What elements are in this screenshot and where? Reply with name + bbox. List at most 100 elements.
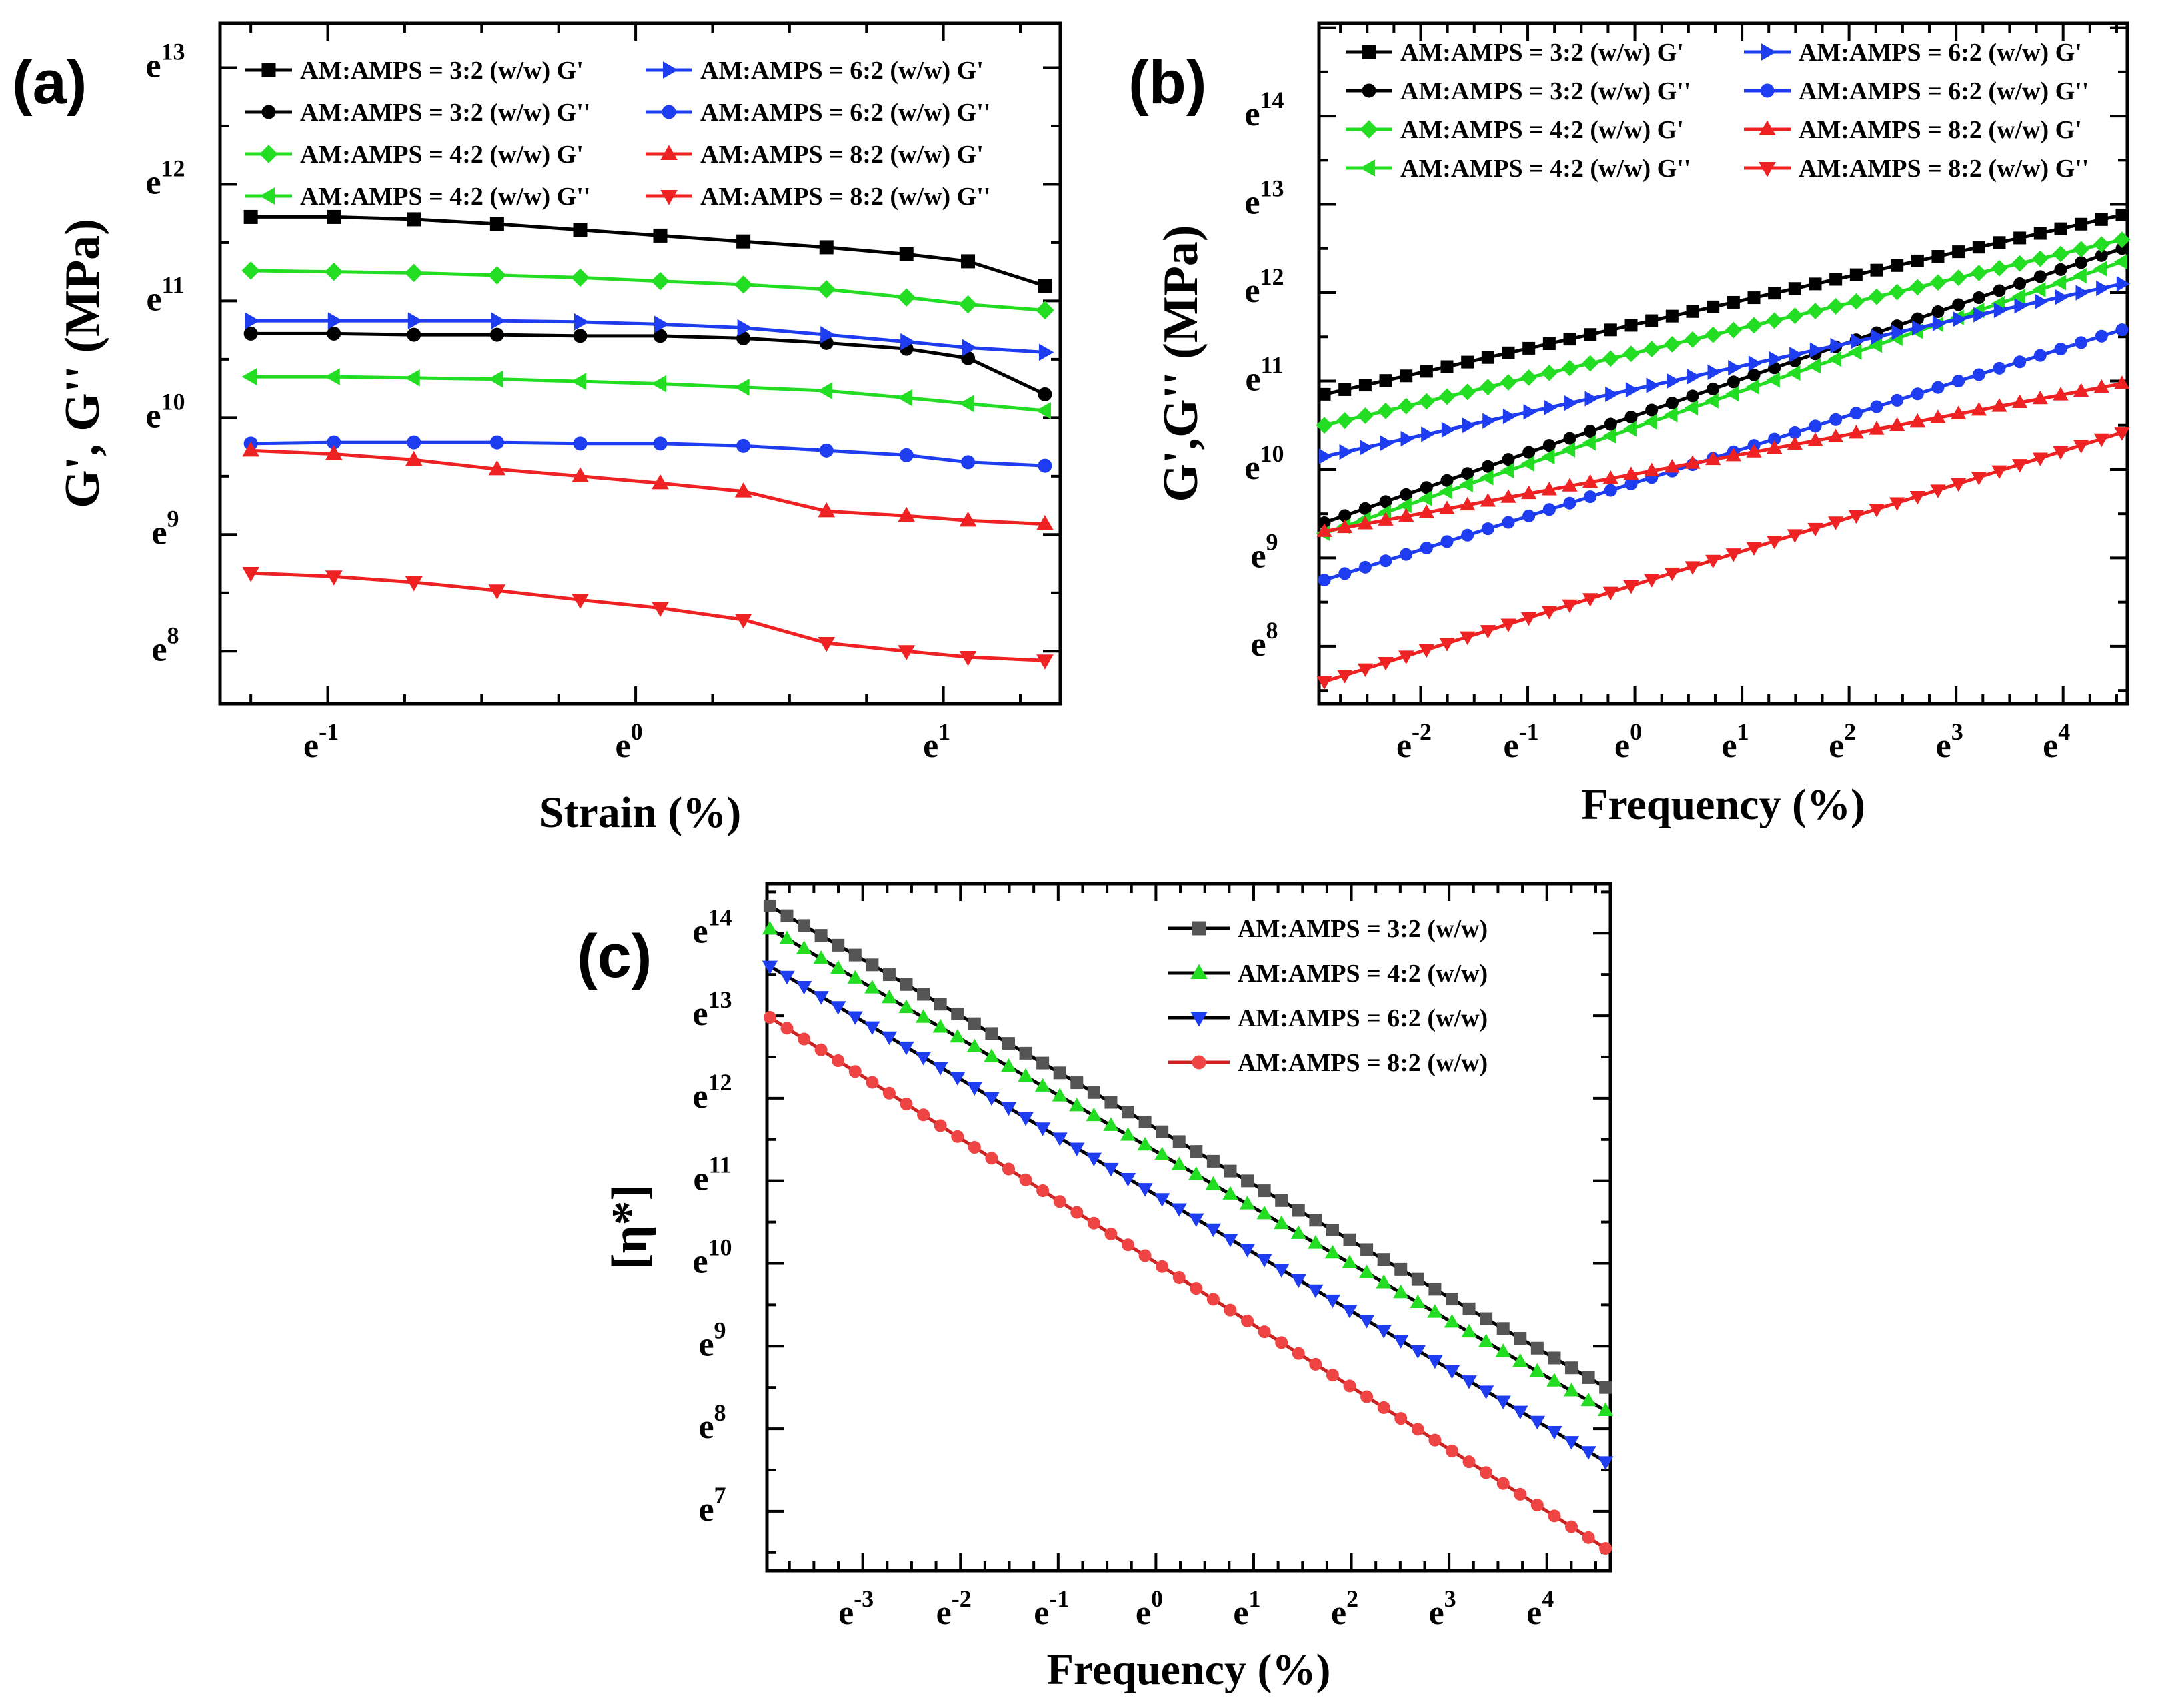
data-point <box>1342 1254 1358 1269</box>
data-point <box>241 261 260 280</box>
series-8 <box>1316 427 2130 690</box>
data-point <box>1645 314 1659 327</box>
data-point <box>1769 351 1783 367</box>
data-point <box>1438 484 1453 500</box>
data-point <box>1667 373 1681 389</box>
data-point <box>1326 1223 1339 1236</box>
data-point <box>2075 285 2089 301</box>
data-point <box>1053 1195 1066 1208</box>
y-tick-label: e12 <box>692 1069 732 1116</box>
x-tick-base: e <box>1331 1594 1346 1632</box>
data-point <box>1827 351 1841 367</box>
y-tick-base: e <box>1244 184 1260 222</box>
y-tick-exponent: 7 <box>714 1482 726 1509</box>
data-point <box>1357 516 1374 530</box>
data-point <box>1787 529 1803 543</box>
x-tick-exponent: 0 <box>1151 1585 1163 1612</box>
data-point <box>1441 421 1456 438</box>
data-point <box>1358 379 1372 392</box>
data-point <box>1275 1194 1288 1207</box>
data-point <box>1038 458 1052 473</box>
data-point <box>1122 1106 1135 1119</box>
data-point <box>1728 359 1742 376</box>
x-tick-exponent: -3 <box>854 1585 874 1612</box>
data-point <box>830 1001 846 1015</box>
data-point <box>1727 295 1740 309</box>
data-point <box>1290 1274 1306 1288</box>
data-point <box>1971 401 1987 416</box>
data-point <box>1745 317 1763 334</box>
x-tick-label: e0 <box>616 718 643 765</box>
legend-label: AM:AMPS = 6:2 (w/w) <box>1238 1004 1488 1032</box>
data-point <box>779 930 795 944</box>
data-point <box>1664 567 1680 582</box>
legend-marker <box>1360 159 1375 177</box>
x-tick-label: e3 <box>1936 718 1963 765</box>
data-point <box>1087 1086 1100 1099</box>
x-tick-label: e4 <box>2043 718 2070 765</box>
series-line <box>769 1016 1607 1550</box>
legend-marker <box>1190 964 1208 979</box>
data-point <box>1036 515 1054 530</box>
data-point <box>1502 346 1515 359</box>
data-point <box>1705 393 1719 409</box>
y-tick-exponent: 9 <box>714 1317 726 1343</box>
data-point <box>1582 435 1596 451</box>
data-point <box>1529 1415 1546 1430</box>
chart-panel-c: (c)e-3 e-2 e-1 e0 e1 e2 e3 e4e7e8e9e10e11e12e13… <box>577 882 1614 1694</box>
data-point <box>898 999 914 1014</box>
legend-label: AM:AMPS = 8:2 (w/w) G'' <box>700 183 990 211</box>
data-point <box>1256 1205 1272 1220</box>
data-point <box>1500 374 1517 391</box>
data-point <box>1103 1162 1119 1177</box>
data-point <box>1379 554 1392 568</box>
data-point <box>1138 1115 1152 1128</box>
y-tick-base: e <box>692 912 708 950</box>
data-point <box>1343 1379 1356 1393</box>
data-point <box>1685 561 1701 575</box>
data-point <box>1502 516 1515 529</box>
y-tick-exponent: 11 <box>162 271 185 298</box>
data-point <box>2013 355 2027 369</box>
data-point <box>1420 481 1433 494</box>
series-line <box>1324 382 2123 534</box>
data-point <box>1190 1282 1203 1295</box>
data-point <box>1993 284 2006 297</box>
data-point <box>763 899 776 912</box>
data-point <box>2113 231 2131 248</box>
data-point <box>1909 490 1925 505</box>
data-point <box>1103 1117 1119 1131</box>
legend-marker <box>1759 120 1776 135</box>
data-point <box>1599 1381 1612 1394</box>
data-point <box>1400 430 1414 447</box>
data-point <box>1623 466 1639 480</box>
legend-label: AM:AMPS = 4:2 (w/w) G'' <box>1400 155 1691 183</box>
data-point <box>818 502 836 518</box>
data-point <box>1891 393 1904 407</box>
data-point <box>1582 355 1599 372</box>
data-point <box>1889 497 1905 511</box>
data-point <box>1480 493 1496 507</box>
data-point <box>1376 1325 1392 1339</box>
legend-marker <box>663 61 678 79</box>
data-point <box>405 263 423 283</box>
data-point <box>574 313 590 331</box>
legend-marker <box>660 145 678 160</box>
data-point <box>325 570 343 586</box>
data-point <box>817 382 833 399</box>
legend-marker <box>261 63 276 77</box>
plot-frame <box>218 21 1062 706</box>
data-point <box>1580 1392 1596 1407</box>
data-point <box>737 319 753 337</box>
data-point <box>734 482 752 498</box>
data-point <box>1318 574 1331 587</box>
data-point <box>1789 347 1803 363</box>
data-point <box>958 295 978 314</box>
legend-marker <box>1759 162 1776 177</box>
data-point <box>1541 482 1558 496</box>
data-point <box>1393 1335 1409 1349</box>
y-tick-exponent: 9 <box>1266 528 1278 555</box>
x-tick-exponent: 2 <box>1346 1585 1358 1612</box>
data-point <box>1440 535 1454 548</box>
data-point <box>1869 504 1885 518</box>
